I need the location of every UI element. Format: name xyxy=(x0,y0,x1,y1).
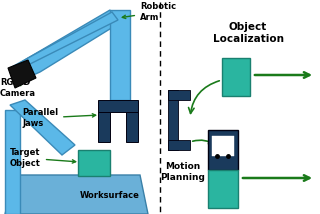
Polygon shape xyxy=(110,10,130,100)
Polygon shape xyxy=(5,175,148,214)
Bar xyxy=(208,130,238,170)
Polygon shape xyxy=(12,12,118,68)
Text: Worksurface: Worksurface xyxy=(80,190,140,199)
Bar xyxy=(78,150,110,176)
Text: Motion
Planning: Motion Planning xyxy=(161,162,205,182)
Polygon shape xyxy=(8,60,36,88)
Bar xyxy=(98,112,110,142)
Bar xyxy=(212,136,234,156)
Polygon shape xyxy=(10,10,118,80)
Bar xyxy=(208,170,238,208)
Bar xyxy=(126,112,138,142)
Bar xyxy=(168,90,178,150)
Text: RGB-D
Camera: RGB-D Camera xyxy=(0,78,36,98)
Bar xyxy=(98,100,138,112)
Bar xyxy=(222,58,250,96)
Bar xyxy=(168,140,190,150)
Text: Parallel
Jaws: Parallel Jaws xyxy=(22,108,96,128)
Text: Object
Localization: Object Localization xyxy=(212,22,284,44)
Text: Target
Object: Target Object xyxy=(10,148,76,168)
Bar xyxy=(168,90,190,100)
Polygon shape xyxy=(10,100,75,155)
Polygon shape xyxy=(5,110,20,214)
Text: Robotic
Arm: Robotic Arm xyxy=(122,2,176,22)
